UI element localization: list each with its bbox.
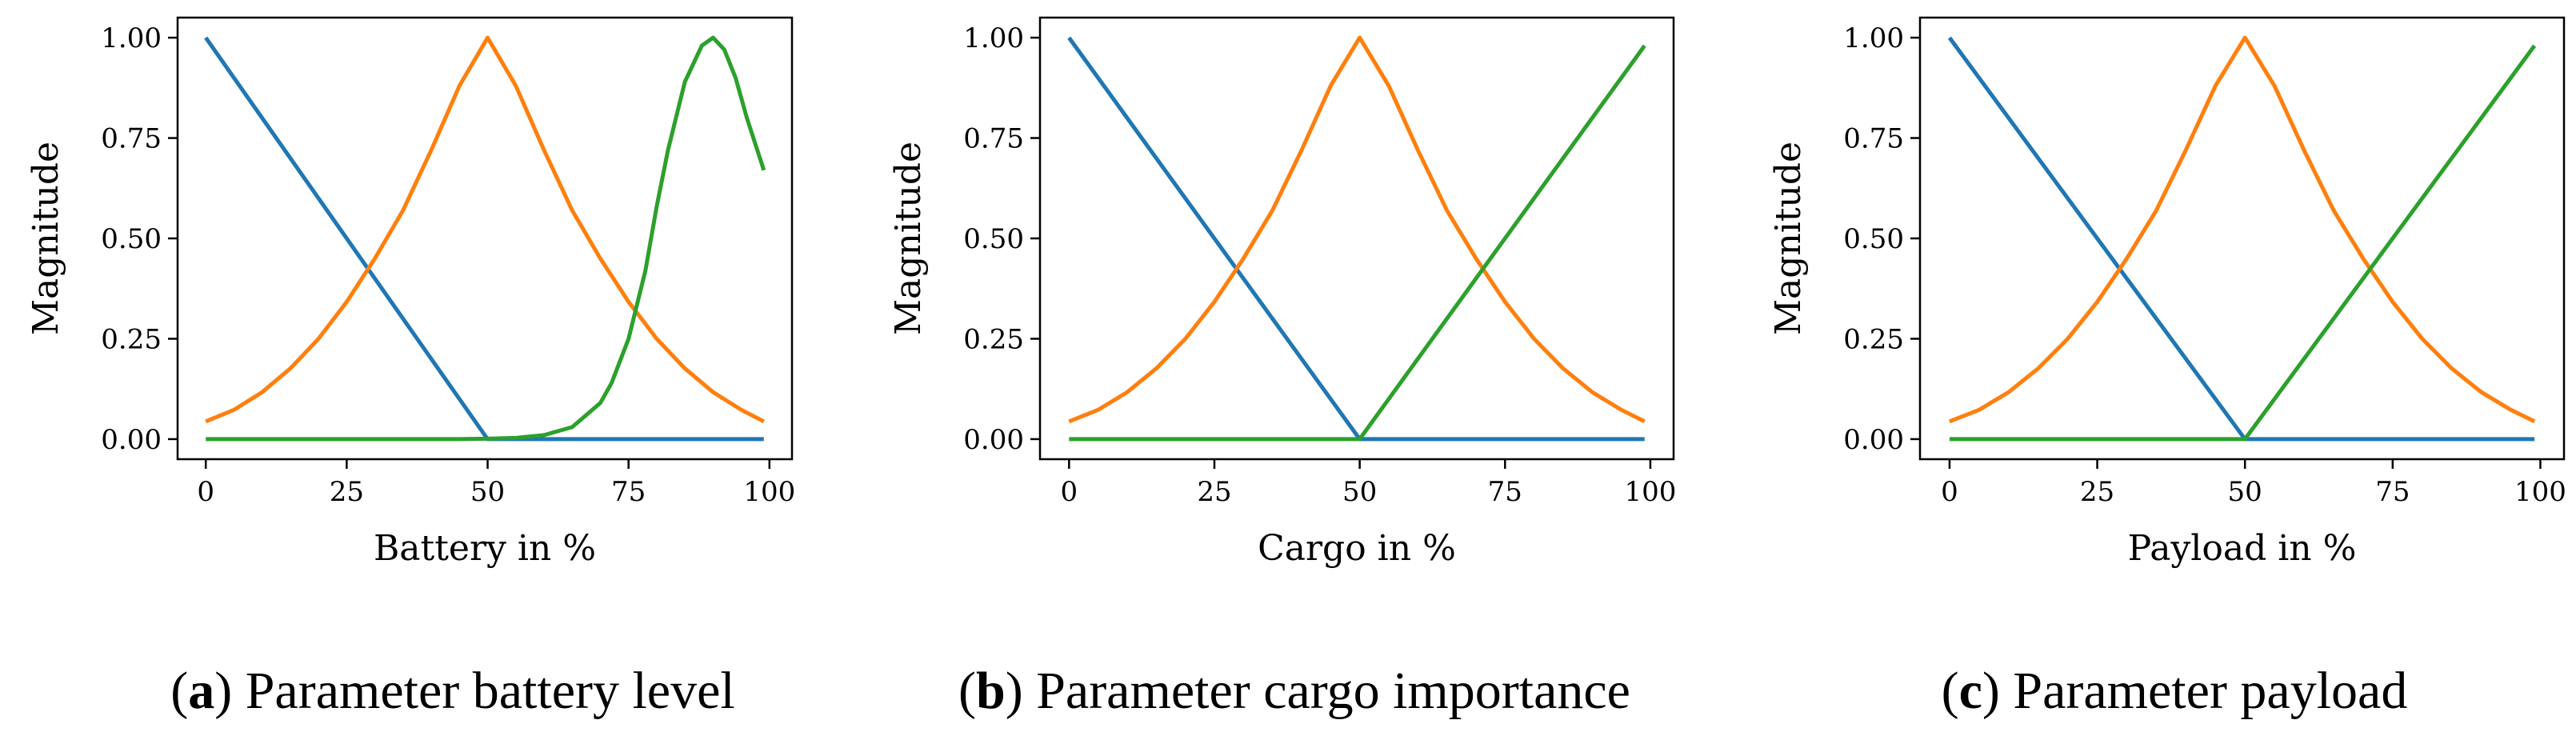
caption-paren-open: ( — [958, 662, 976, 720]
y-tick-label: 0.75 — [101, 123, 162, 155]
plot-frame — [176, 16, 794, 461]
y-tick-label: 0.00 — [1843, 424, 1904, 456]
series-line-2 — [1068, 35, 1646, 424]
series-line-2 — [205, 35, 765, 424]
x-tick-label: 50 — [2228, 476, 2262, 508]
series-line-3 — [1069, 44, 1646, 442]
series-line-3 — [206, 35, 766, 442]
panel-caption: (a) Parameter battery level — [170, 662, 734, 720]
chart-panel-b: 0 25 50 75 100 0.00 0.25 0.50 0.75 1.00 Cargo in %… — [888, 16, 1676, 720]
y-axis-label: Magnitude — [1768, 142, 1809, 335]
series-line-2 — [1948, 35, 2536, 424]
y-axis-label: Magnitude — [26, 142, 66, 335]
y-tick-label: 0.50 — [963, 223, 1024, 255]
x-tick-label: 100 — [1624, 476, 1676, 508]
chart-panel-c: 0 25 50 75 100 0.00 0.25 0.50 0.75 1.00 Payload in… — [1768, 16, 2566, 720]
x-tick-label: 25 — [330, 476, 364, 508]
panel-caption: (c) Parameter payload — [1942, 662, 2408, 720]
x-axis-label: Payload in % — [2128, 528, 2357, 569]
y-tick-label: 0.75 — [963, 123, 1024, 155]
caption-title: Parameter cargo importance — [1036, 662, 1630, 720]
y-tick-label: 1.00 — [963, 22, 1024, 54]
caption-paren-close: ) — [214, 662, 245, 720]
caption-paren-close: ) — [1006, 662, 1036, 720]
plot-frame — [1918, 16, 2566, 461]
x-axis-label: Battery in % — [374, 528, 596, 569]
x-tick-label: 0 — [1061, 476, 1078, 508]
y-tick-label: 1.00 — [101, 22, 162, 54]
x-tick-label: 100 — [2514, 476, 2566, 508]
caption-letter: b — [976, 662, 1006, 720]
caption-paren-close: ) — [1982, 662, 2013, 720]
caption-letter: c — [1959, 662, 1982, 720]
chart-panel-a: 0 25 50 75 100 0.00 0.25 0.50 0.75 1.00 Battery in… — [26, 16, 795, 720]
series-line-3 — [1949, 44, 2537, 442]
x-tick-label: 25 — [1197, 476, 1231, 508]
x-tick-label: 75 — [611, 476, 646, 508]
x-tick-label: 25 — [2080, 476, 2114, 508]
y-tick-label: 0.50 — [101, 223, 162, 255]
x-axis-label: Cargo in % — [1258, 528, 1456, 569]
y-tick-label: 0.25 — [963, 323, 1024, 355]
y-tick-label: 0.25 — [1843, 323, 1904, 355]
x-tick-label: 0 — [1941, 476, 1958, 508]
caption-paren-open: ( — [170, 662, 188, 720]
x-tick-label: 75 — [2375, 476, 2410, 508]
x-tick-label: 0 — [197, 476, 214, 508]
caption-paren-open: ( — [1942, 662, 1959, 720]
caption-title: Parameter payload — [2013, 662, 2407, 720]
y-tick-label: 1.00 — [1843, 22, 1904, 54]
y-tick-label: 0.50 — [1843, 223, 1904, 255]
x-tick-label: 50 — [1342, 476, 1377, 508]
plot-frame — [1038, 16, 1675, 461]
series-line-1 — [1947, 36, 2535, 442]
caption-letter: a — [188, 662, 214, 720]
y-tick-label: 0.25 — [101, 323, 162, 355]
x-tick-label: 50 — [470, 476, 505, 508]
x-tick-label: 75 — [1488, 476, 1522, 508]
y-axis-label: Magnitude — [888, 142, 929, 335]
series-line-1 — [1067, 36, 1645, 442]
y-tick-label: 0.00 — [963, 424, 1024, 456]
caption-title: Parameter battery level — [246, 662, 735, 720]
y-tick-label: 0.75 — [1843, 123, 1904, 155]
x-tick-label: 100 — [743, 476, 795, 508]
panel-caption: (b) Parameter cargo importance — [958, 662, 1630, 720]
y-tick-label: 0.00 — [101, 424, 162, 456]
